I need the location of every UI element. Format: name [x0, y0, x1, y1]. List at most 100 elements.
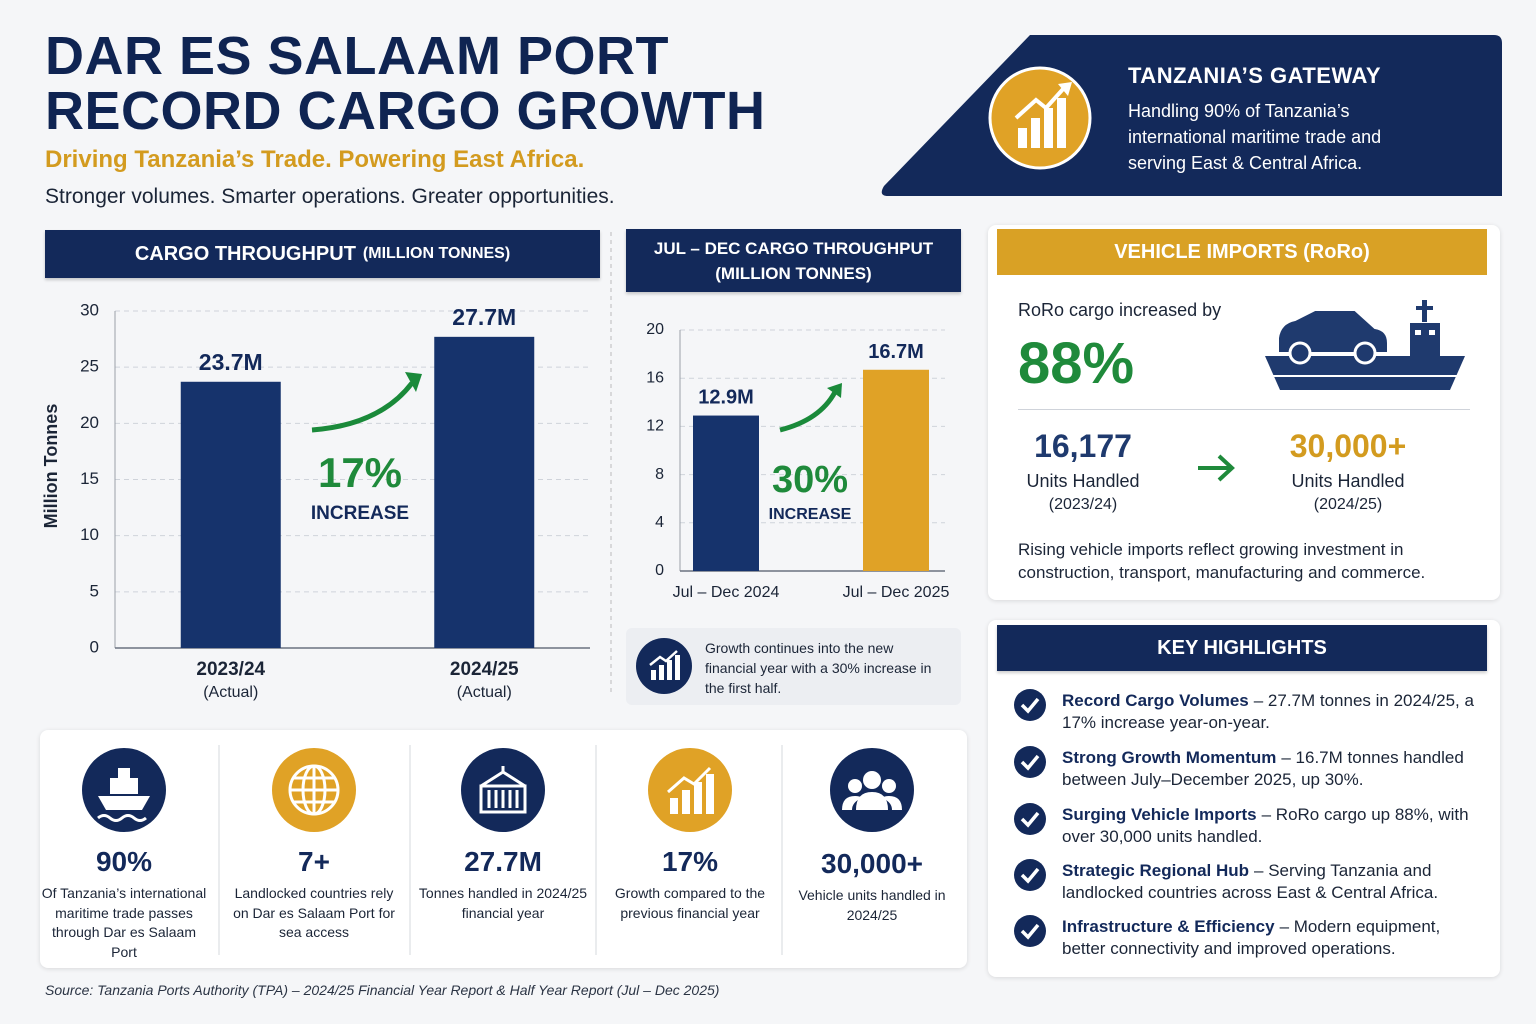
check-icon — [1014, 689, 1046, 721]
x-tick-label: Jul – Dec 2024 — [673, 584, 780, 601]
value-label: 16.7M — [868, 341, 924, 363]
highlight-title: Infrastructure & Efficiency — [1062, 917, 1275, 936]
chart-unit: (MILLION TONNES) — [362, 245, 511, 262]
stat: 7+ Landlocked countries rely on Dar es Sa… — [229, 836, 399, 943]
value-label: 23.7M — [199, 349, 263, 375]
y-tick-label: 16 — [646, 369, 664, 386]
highlight: Infrastructure & Efficiency – Modern equi… — [1062, 916, 1482, 960]
bar — [434, 336, 535, 648]
gateway-text: Handling 90% of Tanzania’s international… — [1128, 101, 1382, 173]
y-axis-label: Million Tonnes — [41, 404, 61, 529]
separator — [1018, 409, 1470, 410]
stats-icons — [82, 745, 914, 955]
check-icon — [1014, 803, 1046, 835]
roro-increase: 88% — [1018, 331, 1135, 396]
highlight: Record Cargo Volumes – 27.7M tonnes in 20… — [1062, 690, 1482, 734]
chart-header: JUL – DEC CARGO THROUGHPUT (MILLION TONN… — [626, 229, 961, 292]
y-tick-label: 0 — [655, 562, 664, 579]
roro-label: Units Handled — [1291, 471, 1405, 491]
bar — [180, 381, 281, 648]
stat-text: Of Tanzania’s international maritime tra… — [41, 885, 207, 960]
note-text: Growth continues into the new financial … — [705, 640, 932, 696]
highlight-title: Record Cargo Volumes — [1062, 691, 1249, 710]
gateway-title: TANZANIA’S GATEWAY — [1128, 63, 1382, 88]
highlight: Strategic Regional Hub – Serving Tanzania… — [1062, 860, 1482, 904]
bar — [693, 415, 759, 571]
highlight-text: – 27.7M tonnes in 2024/25, a 17% increas… — [1062, 691, 1474, 732]
stat-value: 30,000+ — [821, 848, 923, 879]
subtitle: Stronger volumes. Smarter operations. Gr… — [45, 185, 615, 208]
bar — [863, 369, 929, 571]
chart-title: JUL – DEC CARGO THROUGHPUT — [653, 238, 934, 258]
y-tick-label: 15 — [80, 469, 99, 488]
stat-value: 7+ — [298, 846, 330, 877]
value-label: 27.7M — [452, 304, 516, 330]
highlight-text: – Modern equipment, better connectivity … — [1062, 917, 1441, 958]
y-tick-label: 12 — [646, 418, 664, 435]
roro-card — [988, 225, 1500, 600]
x-tick-note: (Actual) — [203, 684, 258, 701]
x-tick-label: 2023/24 — [196, 659, 265, 680]
highlights-card — [988, 620, 1500, 977]
y-tick-label: 8 — [655, 466, 664, 483]
growth-icon — [1014, 82, 1072, 148]
highlight-text: – 16.7M tonnes handled between July–Dece… — [1062, 748, 1464, 789]
stat: 30,000+ Vehicle units handled in 2024/25 — [787, 838, 957, 925]
roro-icon — [1265, 300, 1465, 390]
highlight-title: Strategic Regional Hub — [1062, 861, 1250, 880]
roro-value: 16,177 — [1034, 428, 1132, 464]
highlight-text: – Serving Tanzania and landlocked countr… — [1062, 861, 1439, 902]
tagline: Driving Tanzania’s Trade. Powering East … — [45, 146, 585, 173]
roro-period: (2023/24) — [1048, 496, 1118, 513]
roro-period: (2024/25) — [1313, 496, 1383, 513]
y-tick-label: 5 — [90, 581, 99, 600]
roro-before: 16,177 Units Handled (2023/24) — [1003, 428, 1163, 514]
growth-arrow — [311, 381, 414, 433]
chart-title: CARGO THROUGHPUT — [134, 242, 356, 265]
roro-title: VEHICLE IMPORTS (RoRo) — [997, 229, 1487, 275]
growth-arrow-head — [405, 372, 422, 392]
x-tick-label: 2024/25 — [450, 659, 519, 680]
annotation-label: INCREASE — [311, 503, 409, 524]
stat-text: Tonnes handled in 2024/25 financial year — [418, 885, 588, 921]
title-line: RECORD CARGO GROWTH — [45, 81, 766, 141]
annotation-value: 17% — [318, 449, 402, 496]
note-box: Growth continues into the new financial … — [626, 628, 961, 705]
roro-note: Rising vehicle imports reflect growing i… — [1018, 540, 1426, 582]
stat-value: 90% — [95, 846, 153, 877]
check-icon — [1014, 746, 1046, 778]
stat: 90% Of Tanzania’s international maritime … — [39, 836, 209, 962]
highlight-title: Surging Vehicle Imports — [1062, 805, 1257, 824]
y-tick-label: 10 — [80, 525, 99, 544]
y-tick-label: 20 — [80, 413, 99, 432]
check-icon — [1014, 859, 1046, 891]
y-tick-label: 20 — [646, 321, 664, 338]
chart-unit: (MILLION TONNES) — [715, 263, 872, 283]
stat-text: Landlocked countries rely on Dar es Sala… — [233, 885, 395, 940]
stat-value: 17% — [661, 846, 719, 877]
stat: 17% Growth compared to the previous finan… — [605, 836, 775, 923]
stat: 27.7M Tonnes handled in 2024/25 financial… — [418, 836, 588, 923]
stat-text: Growth compared to the previous financia… — [614, 885, 766, 921]
highlight: Strong Growth Momentum – 16.7M tonnes han… — [1062, 747, 1482, 791]
annotation-value: 30% — [772, 459, 848, 501]
note-icon — [636, 638, 692, 694]
stat-value: 27.7M — [464, 846, 542, 877]
check-icon — [1014, 915, 1046, 947]
highlight-title: Strong Growth Momentum — [1062, 748, 1277, 767]
highlight-text: – RoRo cargo up 88%, with over 30,000 un… — [1062, 805, 1469, 846]
highlights-title: KEY HIGHLIGHTS — [997, 625, 1487, 671]
chart-header: CARGO THROUGHPUT (MILLION TONNES) — [45, 230, 600, 278]
x-tick-note: (Actual) — [457, 684, 512, 701]
annotation-label: INCREASE — [769, 506, 852, 523]
roro-value: 30,000+ — [1289, 428, 1407, 464]
title-line: DAR ES SALAAM PORT — [45, 26, 670, 86]
stat-text: Vehicle units handled in 2024/25 — [798, 887, 946, 923]
highlight: Surging Vehicle Imports – RoRo cargo up 8… — [1062, 804, 1482, 848]
value-label: 12.9M — [698, 387, 754, 409]
y-tick-label: 25 — [80, 357, 99, 376]
source: Source: Tanzania Ports Authority (TPA) –… — [45, 982, 720, 998]
y-tick-label: 30 — [80, 300, 99, 319]
